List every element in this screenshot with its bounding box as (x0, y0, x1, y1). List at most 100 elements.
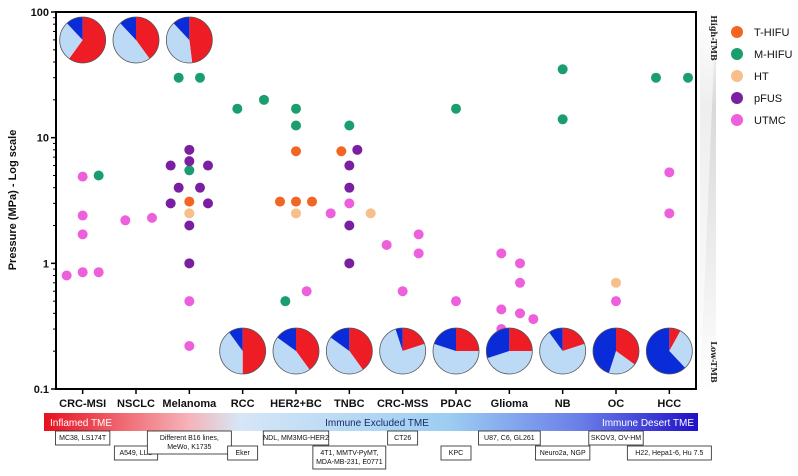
x-axis: CRC-MSI NSCLC Melanoma RCC HER2+BC TNBC CRC-MS… (59, 389, 681, 410)
pie-slice-red (456, 328, 479, 351)
pie-slice-blue (120, 17, 136, 40)
y-axis: 0.1 1 10 100 (31, 7, 56, 396)
point-utmc-glioma (515, 258, 525, 269)
point-utmc-crcmsi (61, 270, 72, 281)
point-utmc-melanoma (184, 340, 195, 351)
point-m-hifu-nb (557, 114, 568, 125)
model-box: U87, C6, GL261 (478, 430, 541, 446)
pie-oc (592, 327, 640, 375)
model-box: MC38, LS174T (55, 430, 111, 446)
point-utmc-oc (611, 296, 621, 307)
point-ht-oc (611, 277, 621, 288)
point-m-hifu-hcc (651, 72, 661, 83)
x-tick-label: RCC (231, 398, 255, 410)
pie-slice-red (616, 328, 640, 365)
pie-her2bc (272, 327, 320, 375)
pie-slice-light (539, 332, 586, 374)
point-utmc-melanoma (184, 296, 195, 307)
pie-slice-light (433, 343, 479, 374)
tme-band (44, 413, 698, 431)
pie-nsclc (112, 16, 160, 64)
pie-outline (485, 327, 533, 375)
model-box: 4T1, MMTV-PyMT, MDA-MB-231, E0771 (312, 445, 387, 470)
pie-slice-blue (434, 328, 456, 351)
pie-slice-red (669, 328, 681, 351)
model-box-text: A549, LLC (119, 450, 152, 457)
pie-slice-blue (66, 17, 83, 40)
model-box-text: SKOV3, OV-HM (591, 435, 641, 442)
pie-outline (645, 327, 693, 375)
x-tick-label: PDAC (440, 398, 471, 410)
point-pfus-melanoma (165, 160, 176, 171)
point-pfus-tnbc (344, 220, 355, 231)
point-ht-melanoma (184, 208, 195, 219)
point-utmc-nsclc (147, 212, 157, 223)
x-tick-label: CRC-MSS (377, 398, 428, 410)
pie-slice-red (562, 328, 585, 351)
point-utmc-glioma (528, 314, 539, 325)
legend-label-t-hifu: T-HIFU (754, 27, 789, 39)
pie-slice-blue (395, 328, 403, 351)
legend-label-ht: HT (754, 71, 769, 83)
x-tick-label: TNBC (334, 398, 365, 410)
pie-slice-blue (646, 328, 686, 375)
point-t-hifu-her2bc (291, 196, 301, 207)
point-pfus-melanoma (184, 144, 195, 155)
point-utmc-nsclc (120, 215, 131, 226)
pie-slice-red (136, 17, 159, 59)
model-box-text: Neuro2a, NGP (540, 450, 586, 457)
pie-pdac (432, 327, 480, 375)
model-box-frame (146, 430, 232, 455)
model-box: NDL, MM3MG-HER2 (262, 430, 330, 446)
x-tick-label: NB (555, 398, 571, 410)
tme-band-middle-label: Immune Excluded TME (325, 418, 429, 429)
pie-slice-light (219, 332, 243, 374)
legend-marker-utmc (731, 114, 743, 126)
plot-area (61, 64, 693, 351)
pie-outline (59, 16, 107, 64)
pie-slice-blue (549, 328, 563, 351)
point-m-hifu-melanoma (184, 165, 195, 176)
point-utmc-crcmsi (93, 267, 104, 278)
pie-slice-light (166, 23, 193, 64)
pie-slice-light (326, 337, 363, 374)
model-box: Eker (227, 445, 259, 461)
point-pfus-melanoma (195, 182, 205, 193)
model-box-text: MC38, LS174T (59, 435, 107, 442)
point-m-hifu-rcc (259, 94, 269, 105)
pie-slice-blue (277, 328, 296, 351)
point-utmc-glioma (496, 304, 507, 315)
point-utmc-crcmss (397, 286, 408, 297)
point-utmc-glioma (515, 277, 525, 288)
pie-crcmss (379, 327, 427, 375)
y-axis-title: Pressure (MPa) - Log scale (7, 130, 19, 271)
point-utmc-hcc (664, 167, 675, 178)
point-m-hifu-her2bc (291, 120, 301, 131)
x-tick-label: HCC (657, 398, 681, 410)
y-tick-label: 1 (43, 258, 49, 270)
pie-slice-red (349, 328, 373, 370)
legend-marker-m-hifu (731, 48, 743, 60)
pie-outline (592, 327, 640, 375)
pie-tnbc (325, 327, 373, 375)
point-m-hifu-hcc (683, 72, 693, 83)
pie-glioma (485, 327, 533, 375)
point-pfus-melanoma (165, 198, 176, 209)
model-box: SKOV3, OV-HM (588, 430, 644, 446)
model-box-text: U87, C6, GL261 (484, 435, 535, 442)
point-m-hifu-crcmsi (93, 170, 104, 181)
pie-slice-red (189, 17, 213, 63)
point-utmc-tnbc (325, 208, 336, 219)
model-box: Neuro2a, NGP (535, 445, 591, 461)
pie-melanoma (165, 16, 213, 64)
point-utmc-crcmsi (77, 171, 88, 182)
legend-marker-ht (731, 70, 743, 82)
model-box-frame (55, 430, 111, 446)
point-pfus-tnbc (344, 258, 355, 269)
legend: T-HIFU M-HIFU HT pFUS UTMC (731, 26, 793, 127)
y-tick-label: 100 (31, 7, 49, 19)
pie-outline (325, 327, 373, 375)
pie-slice-red (509, 328, 533, 351)
